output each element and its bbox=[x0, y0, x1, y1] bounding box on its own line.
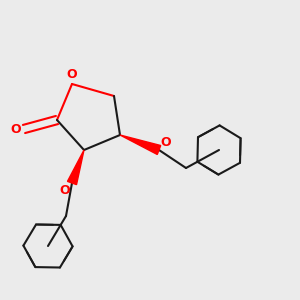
Polygon shape bbox=[120, 135, 161, 154]
Text: O: O bbox=[160, 136, 171, 148]
Text: O: O bbox=[60, 184, 70, 197]
Text: O: O bbox=[11, 122, 21, 136]
Text: O: O bbox=[67, 68, 77, 81]
Polygon shape bbox=[68, 150, 84, 184]
